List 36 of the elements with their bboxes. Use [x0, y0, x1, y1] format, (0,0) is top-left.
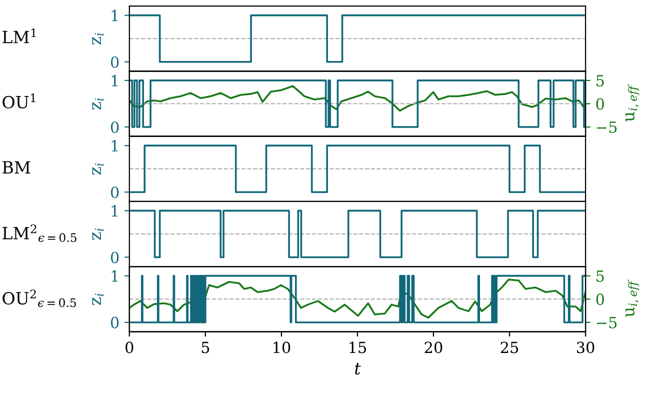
text: OU$^{1}$: [2, 93, 36, 108]
y-axis-title: z$_{i}$: [92, 228, 104, 240]
y-tick-label: 1: [112, 74, 118, 86]
x-tick-label: 5: [202, 342, 210, 354]
y-tick-label: 0: [110, 316, 119, 328]
text: LM$^{1}$: [2, 28, 36, 44]
y-axis-title: z$_{i}$: [92, 163, 104, 175]
x-tick-label: 25: [500, 342, 518, 354]
x-tick-label: 0: [126, 342, 134, 354]
y2-tick-label: 5: [596, 270, 604, 282]
x-tick-label: 10: [274, 342, 290, 354]
text: OU$^{2}$$_{ϵ=0.5}$: [2, 290, 76, 308]
y2-axis-title: u$_{i,eff}$: [626, 84, 640, 122]
text: BM: [2, 161, 30, 174]
y-tick-label: 1: [112, 270, 118, 282]
x-tick-label: 15: [350, 342, 366, 354]
y-tick-label: 0: [110, 56, 119, 68]
x-axis-title: t: [355, 363, 361, 375]
y2-axis-title: u$_{i,eff}$: [626, 280, 640, 317]
text: LM$^{2}$$_{ϵ=0.5}$: [2, 224, 76, 242]
y-tick-label: 1: [112, 10, 118, 22]
y2-tick-label: 5: [596, 75, 604, 86]
y-axis-title: z$_{i}$: [92, 33, 104, 45]
x-tick-label: 20: [424, 342, 442, 354]
y-axis-title: z$_{i}$: [92, 98, 104, 110]
y-tick-label: 0: [110, 252, 119, 264]
y-axis-title: z$_{i}$: [92, 294, 104, 306]
y-tick-label: 0: [110, 186, 119, 198]
y2-tick-label: −5: [596, 122, 617, 133]
y2-tick-label: −5: [596, 317, 617, 328]
y-tick-label: 0: [110, 121, 119, 133]
y-tick-label: 1: [112, 205, 118, 217]
y2-tick-label: 0: [596, 98, 604, 110]
y2-tick-label: 0: [596, 294, 604, 306]
x-tick-label: 30: [576, 342, 594, 354]
y-tick-label: 1: [112, 140, 118, 152]
